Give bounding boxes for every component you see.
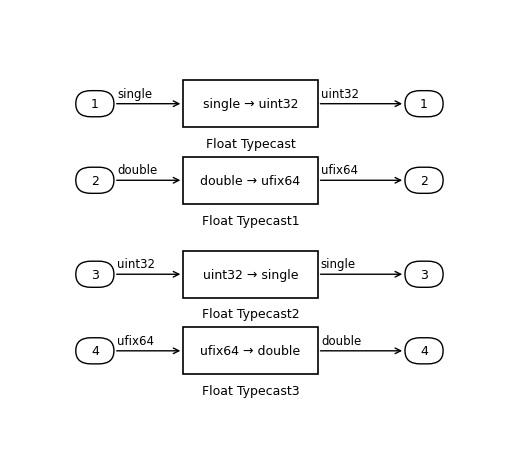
Text: double → ufix64: double → ufix64 [200, 175, 300, 187]
Bar [183, 157, 318, 204]
Text: ufix64: ufix64 [321, 164, 358, 177]
Text: 2: 2 [420, 175, 428, 187]
Text: ufix64 → double: ufix64 → double [200, 345, 300, 358]
Text: uint32: uint32 [117, 258, 155, 271]
Bar [183, 327, 318, 374]
Text: uint32 → single: uint32 → single [203, 268, 298, 281]
Text: ufix64: ufix64 [117, 334, 154, 347]
Text: 1: 1 [420, 98, 428, 111]
FancyBboxPatch shape [76, 338, 114, 364]
Text: 3: 3 [420, 268, 428, 281]
FancyBboxPatch shape [405, 168, 443, 194]
Text: 3: 3 [91, 268, 99, 281]
Text: Float Typecast2: Float Typecast2 [202, 308, 299, 321]
Bar [183, 81, 318, 128]
Text: Float Typecast1: Float Typecast1 [202, 214, 299, 227]
Text: single: single [117, 87, 152, 100]
Text: 1: 1 [91, 98, 99, 111]
FancyBboxPatch shape [76, 92, 114, 118]
FancyBboxPatch shape [405, 262, 443, 288]
Text: 4: 4 [420, 345, 428, 358]
Bar [183, 251, 318, 298]
Text: single: single [321, 258, 356, 271]
Text: double: double [321, 334, 361, 347]
Text: double: double [117, 164, 157, 177]
FancyBboxPatch shape [76, 262, 114, 288]
Text: uint32: uint32 [321, 87, 359, 100]
Text: Float Typecast: Float Typecast [206, 138, 295, 151]
Text: 2: 2 [91, 175, 99, 187]
Text: Float Typecast3: Float Typecast3 [202, 384, 299, 397]
Text: 4: 4 [91, 345, 99, 358]
FancyBboxPatch shape [405, 92, 443, 118]
FancyBboxPatch shape [405, 338, 443, 364]
FancyBboxPatch shape [76, 168, 114, 194]
Text: single → uint32: single → uint32 [203, 98, 298, 111]
